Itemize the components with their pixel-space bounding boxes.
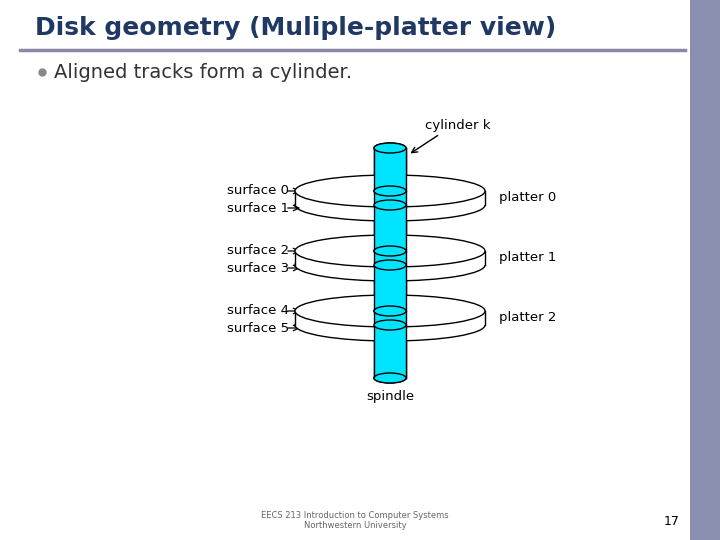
Polygon shape bbox=[374, 148, 406, 378]
Polygon shape bbox=[295, 191, 485, 205]
Ellipse shape bbox=[374, 320, 406, 330]
Text: surface 0: surface 0 bbox=[227, 185, 289, 198]
Ellipse shape bbox=[295, 175, 485, 207]
Ellipse shape bbox=[295, 189, 485, 221]
Ellipse shape bbox=[295, 295, 485, 327]
Text: Northwestern University: Northwestern University bbox=[304, 521, 406, 530]
Text: Aligned tracks form a cylinder.: Aligned tracks form a cylinder. bbox=[54, 63, 352, 82]
Ellipse shape bbox=[295, 235, 485, 267]
Text: cylinder k: cylinder k bbox=[425, 119, 490, 132]
Polygon shape bbox=[374, 265, 406, 311]
Text: surface 4: surface 4 bbox=[227, 305, 289, 318]
Text: surface 5: surface 5 bbox=[227, 321, 289, 334]
Polygon shape bbox=[295, 311, 485, 325]
Ellipse shape bbox=[374, 246, 406, 256]
Ellipse shape bbox=[374, 373, 406, 383]
Ellipse shape bbox=[295, 309, 485, 341]
Text: surface 3: surface 3 bbox=[227, 261, 289, 274]
Ellipse shape bbox=[374, 373, 406, 383]
Ellipse shape bbox=[374, 186, 406, 196]
Polygon shape bbox=[295, 251, 485, 265]
Ellipse shape bbox=[374, 246, 406, 256]
Text: platter 1: platter 1 bbox=[499, 252, 557, 265]
Text: platter 0: platter 0 bbox=[499, 192, 557, 205]
Text: EECS 213 Introduction to Computer Systems: EECS 213 Introduction to Computer System… bbox=[261, 511, 449, 520]
Ellipse shape bbox=[374, 143, 406, 153]
Text: surface 1: surface 1 bbox=[227, 201, 289, 214]
Polygon shape bbox=[374, 148, 406, 191]
Text: platter 2: platter 2 bbox=[499, 312, 557, 325]
Ellipse shape bbox=[374, 306, 406, 316]
Polygon shape bbox=[374, 205, 406, 251]
Ellipse shape bbox=[374, 200, 406, 210]
Ellipse shape bbox=[374, 306, 406, 316]
Polygon shape bbox=[374, 311, 406, 325]
Polygon shape bbox=[374, 191, 406, 205]
Polygon shape bbox=[374, 325, 406, 378]
Ellipse shape bbox=[295, 249, 485, 281]
Ellipse shape bbox=[374, 186, 406, 196]
Ellipse shape bbox=[374, 260, 406, 270]
Text: Disk geometry (Muliple-platter view): Disk geometry (Muliple-platter view) bbox=[35, 16, 557, 40]
Text: spindle: spindle bbox=[366, 390, 414, 403]
Ellipse shape bbox=[374, 143, 406, 153]
Polygon shape bbox=[690, 0, 720, 540]
Text: surface 2: surface 2 bbox=[227, 245, 289, 258]
Text: 17: 17 bbox=[664, 515, 680, 528]
Polygon shape bbox=[374, 251, 406, 265]
